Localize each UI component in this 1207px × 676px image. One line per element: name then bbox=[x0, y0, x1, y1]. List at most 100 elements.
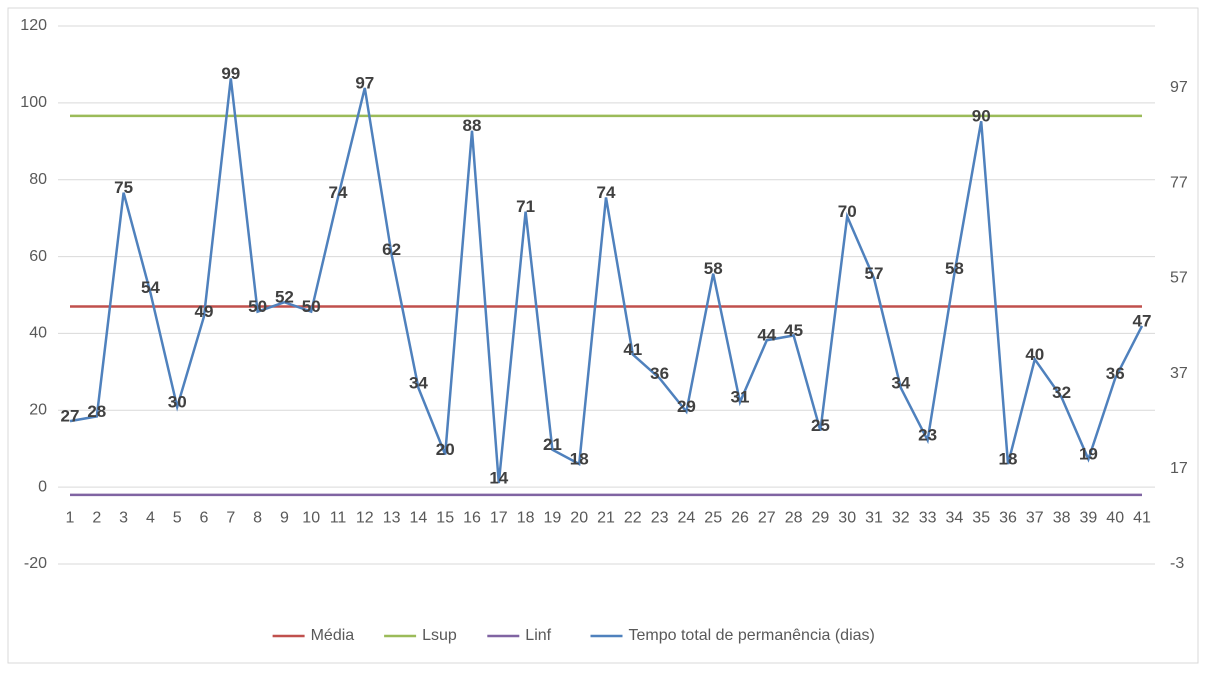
data-label: 49 bbox=[195, 302, 214, 321]
y2-tick-label: 97 bbox=[1170, 79, 1188, 96]
y-tick-label: 40 bbox=[29, 325, 47, 342]
y-tick-label: 0 bbox=[38, 478, 47, 495]
x-tick-label: 10 bbox=[302, 509, 320, 526]
data-label: 70 bbox=[838, 202, 857, 221]
data-label: 50 bbox=[302, 297, 321, 316]
x-tick-label: 33 bbox=[919, 509, 937, 526]
chart-border bbox=[7, 7, 1199, 664]
legend-label: Linf bbox=[525, 627, 551, 644]
data-label: 41 bbox=[623, 340, 642, 359]
x-tick-label: 31 bbox=[865, 509, 883, 526]
data-label: 27 bbox=[61, 407, 80, 426]
data-label: 99 bbox=[221, 64, 240, 83]
x-tick-label: 17 bbox=[490, 509, 508, 526]
x-tick-label: 18 bbox=[517, 509, 535, 526]
legend-label: Lsup bbox=[422, 627, 457, 644]
y-tick-label: -20 bbox=[24, 555, 47, 572]
y2-tick-label: 17 bbox=[1170, 460, 1188, 477]
x-tick-label: 29 bbox=[812, 509, 830, 526]
data-label: 47 bbox=[1133, 311, 1152, 330]
data-label: 28 bbox=[87, 402, 106, 421]
x-tick-label: 40 bbox=[1106, 509, 1124, 526]
x-tick-label: 34 bbox=[946, 509, 964, 526]
data-label: 57 bbox=[865, 264, 884, 283]
x-tick-label: 3 bbox=[119, 509, 128, 526]
y2-tick-label: 77 bbox=[1170, 174, 1188, 191]
x-tick-label: 35 bbox=[972, 509, 990, 526]
x-tick-label: 16 bbox=[463, 509, 481, 526]
data-label: 74 bbox=[597, 183, 616, 202]
data-label: 40 bbox=[1025, 345, 1044, 364]
x-tick-label: 2 bbox=[92, 509, 101, 526]
legend-label: Tempo total de permanência (dias) bbox=[629, 627, 875, 644]
x-tick-label: 9 bbox=[280, 509, 289, 526]
data-label: 30 bbox=[168, 392, 187, 411]
x-tick-label: 5 bbox=[173, 509, 182, 526]
x-tick-label: 41 bbox=[1133, 509, 1151, 526]
x-tick-label: 22 bbox=[624, 509, 642, 526]
data-label: 58 bbox=[945, 259, 964, 278]
data-label: 34 bbox=[891, 373, 910, 392]
data-label: 14 bbox=[489, 469, 508, 488]
data-label: 36 bbox=[1106, 364, 1125, 383]
data-label: 25 bbox=[811, 416, 830, 435]
data-label: 44 bbox=[757, 326, 776, 345]
x-tick-label: 27 bbox=[758, 509, 776, 526]
y2-tick-label: 37 bbox=[1170, 365, 1188, 382]
x-tick-label: 15 bbox=[436, 509, 454, 526]
data-label: 18 bbox=[570, 450, 589, 469]
data-label: 58 bbox=[704, 259, 723, 278]
x-tick-label: 20 bbox=[570, 509, 588, 526]
data-label: 31 bbox=[731, 388, 750, 407]
data-label: 52 bbox=[275, 288, 294, 307]
data-label: 23 bbox=[918, 426, 937, 445]
x-tick-label: 37 bbox=[1026, 509, 1044, 526]
data-label: 90 bbox=[972, 107, 991, 126]
data-label: 21 bbox=[543, 435, 562, 454]
data-label: 45 bbox=[784, 321, 803, 340]
data-label: 36 bbox=[650, 364, 669, 383]
x-tick-label: 36 bbox=[999, 509, 1017, 526]
data-label: 75 bbox=[114, 178, 133, 197]
y-tick-label: 100 bbox=[20, 94, 47, 111]
x-tick-label: 4 bbox=[146, 509, 155, 526]
y-tick-label: 20 bbox=[29, 402, 47, 419]
x-tick-label: 19 bbox=[544, 509, 562, 526]
y2-tick-label: 57 bbox=[1170, 270, 1188, 287]
x-tick-label: 32 bbox=[892, 509, 910, 526]
y-tick-label: 80 bbox=[29, 171, 47, 188]
x-tick-label: 25 bbox=[704, 509, 722, 526]
x-tick-label: 7 bbox=[226, 509, 235, 526]
x-tick-label: 26 bbox=[731, 509, 749, 526]
x-tick-label: 13 bbox=[383, 509, 401, 526]
x-tick-label: 1 bbox=[66, 509, 75, 526]
x-tick-label: 30 bbox=[838, 509, 856, 526]
data-label: 74 bbox=[329, 183, 348, 202]
data-label: 97 bbox=[355, 73, 374, 92]
legend-label: Média bbox=[311, 627, 355, 644]
x-tick-label: 38 bbox=[1053, 509, 1071, 526]
data-label: 18 bbox=[999, 450, 1018, 469]
data-label: 54 bbox=[141, 278, 160, 297]
x-tick-label: 39 bbox=[1080, 509, 1098, 526]
data-label: 32 bbox=[1052, 383, 1071, 402]
data-label: 62 bbox=[382, 240, 401, 259]
x-tick-label: 8 bbox=[253, 509, 262, 526]
data-label: 50 bbox=[248, 297, 267, 316]
data-label: 19 bbox=[1079, 445, 1098, 464]
data-label: 20 bbox=[436, 440, 455, 459]
y-tick-label: 60 bbox=[29, 248, 47, 265]
x-tick-label: 28 bbox=[785, 509, 803, 526]
x-tick-label: 6 bbox=[200, 509, 209, 526]
x-tick-label: 11 bbox=[330, 509, 347, 526]
x-tick-label: 24 bbox=[678, 509, 696, 526]
x-tick-label: 23 bbox=[651, 509, 669, 526]
y-tick-label: 120 bbox=[20, 17, 47, 34]
data-label: 88 bbox=[463, 116, 482, 135]
x-tick-label: 21 bbox=[597, 509, 615, 526]
x-tick-label: 12 bbox=[356, 509, 374, 526]
x-tick-label: 14 bbox=[410, 509, 428, 526]
data-label: 34 bbox=[409, 373, 428, 392]
data-label: 71 bbox=[516, 197, 535, 216]
